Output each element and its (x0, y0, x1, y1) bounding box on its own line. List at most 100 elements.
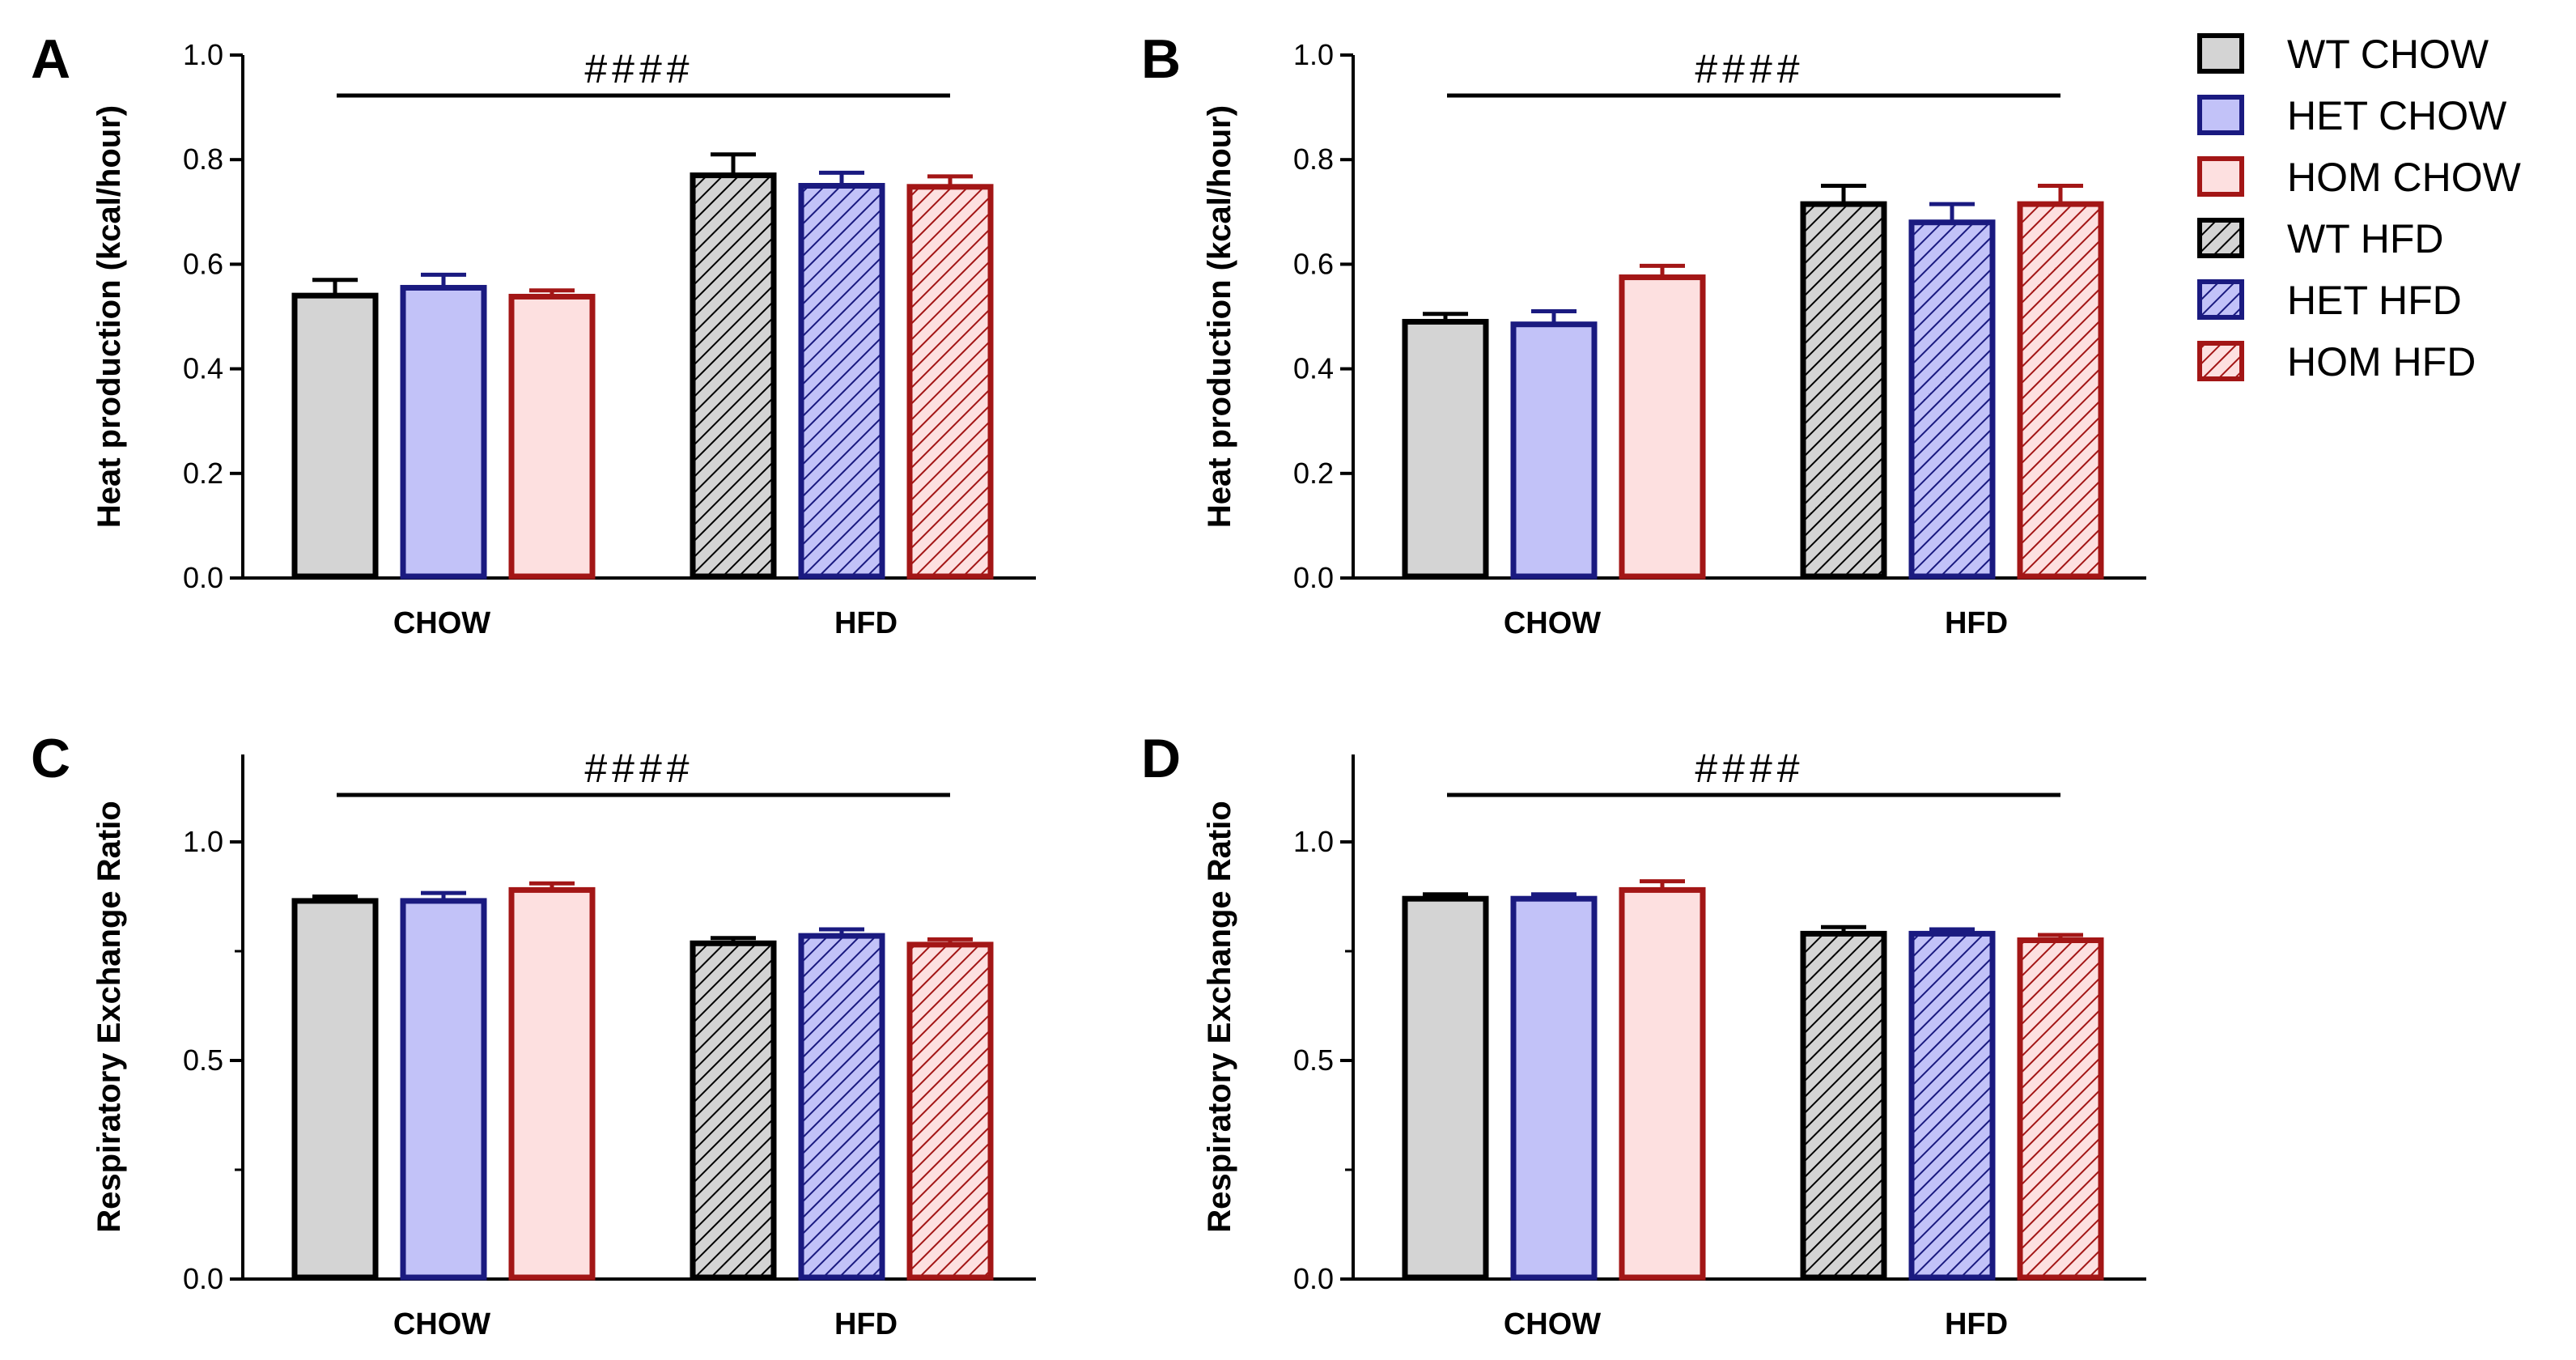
legend-label: WT CHOW (2287, 32, 2489, 77)
y-tick-label: 0.5 (183, 1043, 223, 1077)
bar-wt-hfd (690, 172, 777, 580)
x-category-label: CHOW (1504, 1307, 1601, 1341)
bar-group (400, 890, 487, 1281)
y-axis-label: Respiratory Exchange Ratio (1202, 801, 1237, 1233)
bar-het-hfd (1908, 930, 1996, 1281)
bar-wt-hfd (1800, 201, 1887, 580)
bar-het-hfd (798, 183, 885, 580)
panel-letter: D (1141, 728, 1181, 789)
legend-item: WT HFD (2197, 216, 2443, 261)
panel-b: B Heat production (kcal/hour) 0.0 0.2 0.4 0.6… (1141, 28, 2146, 640)
bar-hom-hfd (2017, 201, 2104, 580)
legend-label: HOM CHOW (2287, 155, 2522, 200)
bar-het-hfd (798, 933, 885, 1281)
bar-group (1510, 309, 1598, 580)
panel-c: C Respiratory Exchange Ratio 0.0 0.5 1.0 ####… (31, 728, 1036, 1341)
y-tick-label: 1.0 (1293, 38, 1334, 71)
bar-wt-chow (1402, 895, 1489, 1281)
x-category-label: HFD (834, 606, 898, 640)
y-axis-label: Heat production (kcal/hour) (1202, 105, 1237, 528)
legend-item: HOM CHOW (2197, 155, 2522, 200)
x-category-label: HFD (834, 1307, 898, 1341)
y-tick-label: 0.6 (1293, 247, 1334, 280)
legend-label: WT HFD (2287, 216, 2443, 261)
bar-group (906, 937, 994, 1281)
significance-marker: #### (584, 46, 694, 91)
bar-group (2017, 184, 2104, 580)
y-tick-label: 0.8 (183, 142, 223, 176)
bar-wt-hfd (1800, 930, 1887, 1281)
bar-group (1510, 892, 1598, 1281)
legend-swatch (2197, 279, 2244, 320)
y-tick-label: 0.5 (1293, 1043, 1334, 1077)
y-axis-label: Heat production (kcal/hour) (91, 105, 127, 528)
significance-marker: #### (584, 746, 694, 791)
x-category-label: CHOW (393, 1307, 490, 1341)
y-tick-label: 0.0 (1293, 561, 1334, 594)
y-tick-label: 0.2 (183, 457, 223, 490)
y-tick-label: 1.0 (183, 38, 223, 71)
legend-swatch (2197, 33, 2244, 74)
y-tick-label: 0.4 (183, 352, 223, 385)
legend: WT CHOW HET CHOW HOM CHOW WT HFD HET HFD HOM … (2197, 32, 2522, 385)
bar-group (1908, 927, 1996, 1281)
bar-het-hfd (1908, 219, 1996, 580)
bar-het-chow (1510, 321, 1598, 580)
y-tick-label: 0.6 (183, 247, 223, 280)
legend-label: HET HFD (2287, 278, 2462, 323)
y-tick-label: 0.2 (1293, 457, 1334, 490)
bar-hom-hfd (906, 184, 994, 580)
bar-hom-hfd (906, 941, 994, 1281)
legend-item: WT CHOW (2197, 32, 2489, 77)
y-axis-label: Respiratory Exchange Ratio (91, 801, 127, 1233)
bar-group (291, 278, 379, 580)
bar-group (906, 174, 994, 580)
bar-group (1800, 184, 1887, 580)
legend-item: HOM HFD (2197, 339, 2476, 385)
legend-item: HET HFD (2197, 278, 2462, 323)
y-tick-label: 0.4 (1293, 352, 1334, 385)
significance-marker: #### (1695, 46, 1804, 91)
x-category-label: CHOW (1504, 606, 1601, 640)
y-tick-label: 0.0 (1293, 1262, 1334, 1295)
bar-het-chow (400, 898, 487, 1281)
x-category-label: CHOW (393, 606, 490, 640)
y-tick-label: 1.0 (1293, 825, 1334, 858)
bar-wt-chow (291, 292, 379, 580)
bar-wt-chow (291, 898, 379, 1281)
panel-a: A Heat production (kcal/hour) 0.0 0.2 0.4 0.6… (31, 28, 1036, 640)
legend-label: HET CHOW (2287, 93, 2507, 138)
legend-swatch (2197, 156, 2244, 197)
bar-group (2017, 933, 2104, 1281)
bar-group (690, 936, 777, 1281)
bar-group (1619, 263, 1706, 580)
panel-d: D Respiratory Exchange Ratio 0.0 0.5 1.0 ####… (1141, 728, 2146, 1341)
legend-swatch (2197, 95, 2244, 135)
bar-group (508, 881, 596, 1281)
x-category-label: HFD (1945, 1307, 2008, 1341)
bar-group (798, 927, 885, 1281)
bar-hom-chow (1619, 274, 1706, 580)
bar-group (798, 170, 885, 580)
bar-hom-hfd (2017, 937, 2104, 1281)
bar-group (1619, 879, 1706, 1281)
bar-group (1908, 202, 1996, 580)
bar-het-chow (1510, 895, 1598, 1281)
y-tick-label: 0.0 (183, 561, 223, 594)
bar-group (1402, 892, 1489, 1281)
panel-letter: B (1141, 28, 1181, 90)
y-tick-label: 0.8 (1293, 142, 1334, 176)
bar-wt-chow (1402, 318, 1489, 580)
x-category-label: HFD (1945, 606, 2008, 640)
panel-letter: A (31, 28, 70, 90)
bar-hom-chow (508, 293, 596, 580)
bar-hom-chow (1619, 886, 1706, 1281)
bar-group (1800, 924, 1887, 1281)
bar-wt-hfd (690, 940, 777, 1281)
bar-group (690, 152, 777, 580)
bar-group (400, 272, 487, 580)
legend-label: HOM HFD (2287, 339, 2476, 385)
y-tick-label: 0.0 (183, 1262, 223, 1295)
bar-group (1402, 312, 1489, 580)
